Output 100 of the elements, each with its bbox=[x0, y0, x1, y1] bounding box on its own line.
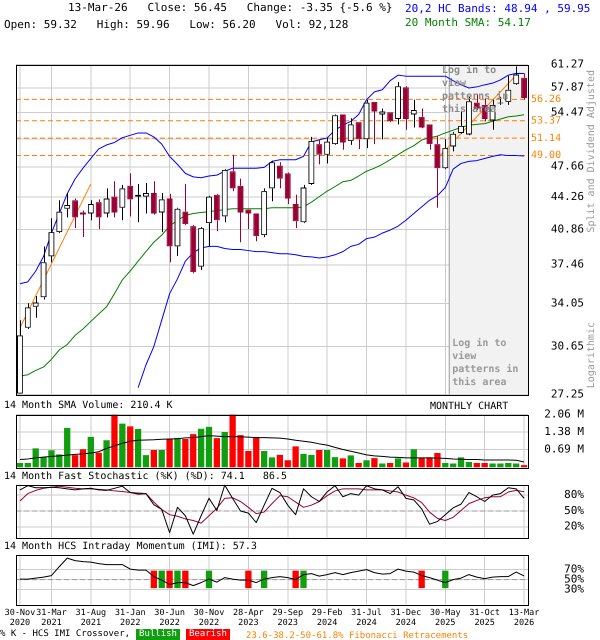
candlestick bbox=[32, 296, 39, 318]
candlestick bbox=[127, 172, 134, 217]
x-tick-label: 29-Feb 2024 bbox=[312, 608, 342, 628]
y-tick-label: 44.26 bbox=[550, 190, 584, 203]
candlestick bbox=[222, 168, 228, 223]
y-tick-label: 61.27 bbox=[550, 57, 584, 70]
candlestick bbox=[166, 193, 173, 263]
candlestick bbox=[450, 132, 456, 152]
y-tick-label: 20% bbox=[564, 520, 584, 533]
bar bbox=[72, 455, 78, 468]
candlestick bbox=[300, 184, 306, 224]
candlestick bbox=[72, 198, 78, 229]
bar bbox=[134, 428, 142, 468]
y-axis-title: Split and Dividend Adjusted bbox=[586, 70, 597, 233]
chart-title: 13-Mar-26 Close: 56.45 Change: -3.35 {-5.6 %} bbox=[68, 1, 393, 14]
text: 23.6-38.2-50-61.8% Fibonacci Retracements bbox=[246, 630, 468, 640]
candlestick bbox=[48, 218, 54, 263]
legend-title: % K - HCS IMI Crossover, bbox=[0, 629, 130, 640]
text: 20,2 HC Bands: 48.94 , 59.95 bbox=[405, 2, 590, 15]
candlestick bbox=[40, 246, 47, 300]
candlestick bbox=[269, 160, 275, 202]
bar bbox=[103, 440, 110, 468]
candlestick bbox=[190, 224, 196, 274]
annotation: Log in to view patterns in this area bbox=[452, 336, 518, 388]
bar bbox=[119, 424, 126, 468]
text: MONTHLY CHART bbox=[430, 400, 508, 413]
text: Bullish bbox=[136, 629, 180, 640]
candlestick bbox=[206, 195, 212, 247]
bar bbox=[363, 460, 370, 468]
bar bbox=[387, 463, 394, 468]
x-tick-label: 28-Apr 2023 bbox=[233, 608, 264, 628]
y-tick-label: 57.87 bbox=[550, 80, 584, 94]
bar bbox=[371, 458, 378, 468]
y-tick-label: 47.66 bbox=[550, 160, 584, 173]
bar bbox=[355, 463, 362, 468]
candlestick bbox=[276, 162, 283, 189]
bar bbox=[348, 455, 354, 468]
candlestick bbox=[214, 193, 220, 232]
candlestick bbox=[104, 188, 110, 218]
candlestick bbox=[96, 198, 102, 230]
bar bbox=[174, 438, 181, 468]
y-tick-label: 2.06 M bbox=[544, 407, 584, 420]
bar bbox=[410, 449, 417, 468]
y-tick-label: 34.05 bbox=[550, 296, 584, 310]
y-tick-label: 1.38 M bbox=[544, 424, 584, 438]
candlestick bbox=[426, 124, 432, 150]
bar bbox=[166, 438, 173, 468]
bar bbox=[316, 450, 322, 468]
y-tick-label: 27.25 bbox=[550, 387, 584, 400]
x-tick-label: 31-Aug 2021 bbox=[75, 608, 106, 628]
chart-subtitle: Open: 59.32 High: 59.96 Low: 56.20 Vol: 92,128 bbox=[4, 18, 348, 32]
candlestick bbox=[182, 183, 188, 226]
text: 20 Month SMA: 54.17 bbox=[405, 16, 531, 29]
candlestick bbox=[80, 210, 86, 238]
candlestick bbox=[348, 118, 354, 146]
candlestick bbox=[245, 210, 252, 230]
x-tick-label: 31-Jul 2024 bbox=[351, 608, 382, 628]
x-tick-label: 31-Jan 2022 bbox=[114, 608, 146, 628]
y-tick-label: 0.69 M bbox=[544, 442, 584, 456]
candlestick bbox=[174, 207, 180, 256]
bar bbox=[142, 455, 150, 468]
bar bbox=[88, 436, 94, 468]
ref-line-label: 51.14 bbox=[531, 132, 562, 144]
candlestick bbox=[238, 178, 244, 243]
ref-line-label: 49.00 bbox=[531, 150, 562, 162]
ref-line-label: 53.37 bbox=[531, 115, 562, 126]
chart-title: 14 Month SMA Volume: 210.4 K bbox=[4, 400, 173, 411]
x-tick-label: 30-Nov 2020 bbox=[4, 608, 36, 628]
bar bbox=[379, 464, 386, 468]
y-tick-label: 30.65 bbox=[550, 339, 584, 352]
candlestick bbox=[261, 188, 268, 238]
x-tick-label: 30-Nov 2022 bbox=[194, 608, 224, 628]
bar bbox=[340, 458, 346, 468]
candlestick bbox=[418, 108, 425, 129]
candlestick bbox=[308, 136, 314, 186]
candlestick bbox=[292, 194, 299, 229]
candlestick bbox=[150, 180, 157, 215]
bar bbox=[96, 452, 102, 468]
candlestick bbox=[364, 99, 370, 149]
candlestick bbox=[395, 82, 401, 125]
bar bbox=[394, 458, 402, 468]
x-tick-label: 31-Oct 2025 bbox=[469, 608, 500, 628]
bar bbox=[150, 450, 157, 468]
candlestick bbox=[24, 302, 31, 330]
bar bbox=[158, 450, 165, 468]
x-tick-label: 29-Sep 2023 bbox=[272, 608, 304, 628]
bar bbox=[222, 432, 228, 468]
bar bbox=[127, 426, 134, 468]
candlestick bbox=[434, 136, 440, 208]
bar bbox=[214, 438, 220, 468]
candlestick bbox=[230, 154, 236, 192]
x-tick-label: 13-Mar 2026 bbox=[508, 608, 540, 628]
y-tick-label: 80% bbox=[564, 488, 584, 502]
text: Bearish bbox=[186, 629, 230, 640]
x-tick-label: 31-Mar 2021 bbox=[36, 608, 67, 628]
y-tick-label: 37.46 bbox=[550, 258, 584, 271]
chart-title: 14 Month HCS Intraday Momentum (IMI): 57.3 bbox=[4, 541, 257, 552]
chart-title: 14 Month Fast Stochastic (%K) (%D): 74.1 86.5 bbox=[4, 471, 287, 482]
candlestick bbox=[521, 72, 528, 100]
x-tick-label: 31-Dec 2024 bbox=[390, 608, 422, 628]
